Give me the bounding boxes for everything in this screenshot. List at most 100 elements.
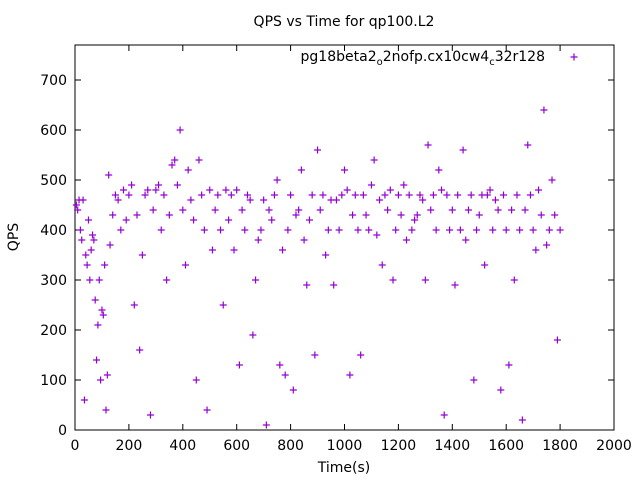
data-point [297,166,305,174]
data-point [311,351,319,359]
data-point [257,226,265,234]
data-point [157,226,165,234]
data-point [454,191,462,199]
y-tick-label: 400 [40,223,67,239]
data-point [556,226,564,234]
data-point [281,371,289,379]
data-point [203,406,211,414]
data-point [235,361,243,369]
data-point [243,191,251,199]
data-point [195,156,203,164]
legend-series-label: pg18beta2o2nofp.cx10cw4c32r128 [301,49,545,68]
data-point [373,231,381,239]
data-point [308,191,316,199]
data-point [90,236,98,244]
legend-base: pg18beta2 [301,49,377,65]
y-tick-label: 300 [40,273,67,289]
x-tick-label: 1400 [434,438,470,454]
data-point [146,411,154,419]
x-tick-label: 400 [169,438,196,454]
data-point [254,236,262,244]
data-point [292,211,300,219]
data-point [130,301,138,309]
data-point [543,241,551,249]
data-point [330,281,338,289]
data-point [95,276,103,284]
data-point [467,191,475,199]
data-point [521,206,529,214]
data-point [173,181,181,189]
y-tick-label: 600 [40,123,67,139]
data-point [513,191,521,199]
data-point [500,191,508,199]
data-point [109,211,117,219]
legend-sub2: c [489,57,495,68]
data-point [400,181,408,189]
data-point [72,201,80,209]
data-point [456,226,464,234]
data-point [78,236,86,244]
data-point [265,206,273,214]
data-point [144,186,152,194]
data-point [502,226,510,234]
data-point [497,386,505,394]
data-point [518,416,526,424]
chart-title: QPS vs Time for qp100.L2 [254,14,435,30]
data-point [332,196,340,204]
data-point [341,166,348,174]
y-tick-label: 200 [40,323,67,339]
data-point [160,191,168,199]
data-point [367,181,375,189]
data-point [98,306,106,314]
data-point [219,301,227,309]
data-point [155,181,163,189]
data-point [268,216,276,224]
data-point [462,236,470,244]
data-point [470,376,478,384]
data-point [284,226,292,234]
data-point [128,181,136,189]
data-point [416,191,424,199]
x-tick-label: 1000 [327,438,363,454]
data-point [273,176,281,184]
data-point [483,191,491,199]
data-point [545,226,553,234]
data-point [505,361,513,369]
data-point [300,236,308,244]
data-point [99,311,107,319]
data-point [114,196,122,204]
data-point [392,226,400,234]
data-point [86,276,94,284]
data-point [343,186,351,194]
data-point [211,206,219,214]
data-point [214,191,222,199]
data-point [93,356,101,364]
data-point [427,206,435,214]
data-point [181,261,189,269]
legend: pg18beta2o2nofp.cx10cw4c32r128 [301,49,578,68]
data-point [227,191,235,199]
x-tick-label: 800 [277,438,304,454]
data-point [192,376,200,384]
data-point [384,206,392,214]
data-point [346,371,354,379]
data-point [535,186,543,194]
data-point [314,146,322,154]
data-point [553,336,561,344]
data-point [295,206,303,214]
data-point [551,211,559,219]
data-point [252,276,260,284]
data-point [125,191,133,199]
data-point [141,191,149,199]
data-point [359,191,367,199]
data-point [324,226,332,234]
legend-sub1: o [377,57,383,68]
data-point [335,226,343,234]
data-point [305,216,313,224]
data-point [76,226,84,234]
y-tick-label: 0 [58,423,67,439]
x-axis-tick-labels: 0 200 400 600 800 1000 1200 1400 1600 1800 2000 [71,438,632,454]
data-point [200,226,208,234]
data-point [489,226,497,234]
